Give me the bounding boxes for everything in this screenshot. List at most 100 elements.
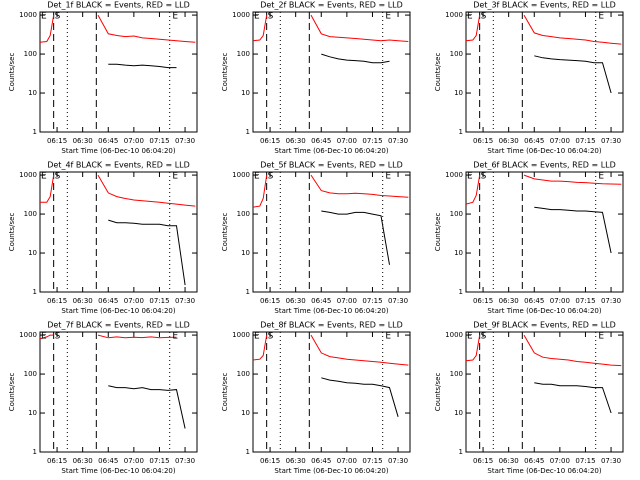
panel: Det_2f BLACK = Events, RED = LLD 1 10 100 10… — [221, 1, 411, 155]
x-tick-label: 06:45 — [98, 297, 118, 305]
y-tick-label: 100 — [450, 210, 463, 218]
x-tick-label: 07:00 — [124, 457, 144, 465]
series-line — [534, 206, 612, 254]
x-tick-label: 07:15 — [149, 137, 169, 145]
y-tick-label: 10 — [28, 89, 37, 97]
x-tick-label: 06:15 — [473, 457, 493, 465]
annotation: S — [268, 172, 274, 182]
annotation: E — [172, 172, 178, 182]
panel: Det_3f BLACK = Events, RED = LLD 1 10 100 10… — [434, 1, 624, 155]
x-axis-label: Start Time (06-Dec-10 06:04:20) — [487, 147, 601, 155]
annotation: E — [598, 172, 604, 182]
annotation: E — [385, 332, 391, 342]
x-tick-label: 06:45 — [524, 137, 544, 145]
y-tick-label: 100 — [24, 50, 37, 58]
y-axis-label: Counts/sec — [8, 53, 16, 92]
x-tick-label: 06:15 — [260, 137, 280, 145]
x-tick-label: 07:15 — [362, 137, 382, 145]
annotation: S — [55, 172, 61, 182]
annotation: E — [467, 332, 473, 342]
y-tick-label: 1 — [459, 128, 463, 136]
x-tick-label: 07:00 — [550, 457, 570, 465]
y-tick-label: 100 — [237, 210, 250, 218]
chart-title: Det_3f BLACK = Events, RED = LLD — [473, 1, 616, 10]
series-line — [465, 174, 622, 205]
plot-frame — [252, 11, 411, 133]
x-axis-label: Start Time (06-Dec-10 06:04:20) — [61, 307, 175, 315]
x-tick-label: 06:45 — [524, 297, 544, 305]
x-tick-label: 07:00 — [550, 137, 570, 145]
x-axis-label: Start Time (06-Dec-10 06:04:20) — [274, 147, 388, 155]
y-tick-label: 1000 — [445, 331, 463, 339]
x-tick-label: 07:30 — [601, 297, 621, 305]
y-tick-label: 100 — [24, 370, 37, 378]
series-line — [108, 219, 186, 286]
y-axis-label: Counts/sec — [8, 373, 16, 412]
y-tick-label: 100 — [237, 50, 250, 58]
y-tick-label: 1 — [246, 128, 250, 136]
panel: Det_9f BLACK = Events, RED = LLD 1 10 100 10… — [434, 321, 624, 475]
x-axis-label: Start Time (06-Dec-10 06:04:20) — [61, 467, 175, 475]
x-tick-label: 06:30 — [73, 297, 93, 305]
y-tick-label: 10 — [241, 249, 250, 257]
x-tick-label: 07:15 — [362, 457, 382, 465]
x-tick-label: 07:15 — [575, 137, 595, 145]
series-line — [39, 334, 177, 340]
chart-title: Det_2f BLACK = Events, RED = LLD — [260, 1, 403, 10]
x-tick-label: 07:30 — [388, 457, 408, 465]
x-tick-label: 07:30 — [388, 297, 408, 305]
x-tick-label: 06:15 — [260, 297, 280, 305]
x-tick-label: 06:30 — [286, 137, 306, 145]
y-axis-label: Counts/sec — [221, 53, 229, 92]
x-tick-label: 06:30 — [73, 137, 93, 145]
panel: Det_5f BLACK = Events, RED = LLD 1 10 100 10… — [221, 161, 411, 315]
plot-frame — [252, 331, 411, 453]
series-line — [108, 63, 177, 69]
y-tick-label: 1000 — [19, 11, 37, 19]
chart-title: Det_6f BLACK = Events, RED = LLD — [473, 161, 616, 170]
x-tick-label: 07:00 — [124, 137, 144, 145]
y-tick-label: 1000 — [232, 331, 250, 339]
series-line — [252, 174, 409, 208]
y-tick-label: 10 — [454, 409, 463, 417]
annotation: E — [598, 332, 604, 342]
x-tick-label: 06:45 — [311, 137, 331, 145]
y-tick-label: 1 — [33, 128, 37, 136]
y-tick-label: 10 — [454, 89, 463, 97]
annotation: S — [268, 332, 274, 342]
plot-frame — [39, 331, 198, 453]
y-tick-label: 10 — [28, 249, 37, 257]
y-tick-label: 1 — [459, 448, 463, 456]
plot-frame — [465, 11, 624, 133]
x-axis-label: Start Time (06-Dec-10 06:04:20) — [487, 307, 601, 315]
annotation: E — [254, 172, 260, 182]
y-tick-label: 1000 — [445, 171, 463, 179]
annotation: E — [172, 332, 178, 342]
annotation: S — [481, 12, 487, 22]
annotation: S — [268, 12, 274, 22]
x-tick-label: 07:30 — [175, 297, 195, 305]
x-tick-label: 06:15 — [47, 137, 67, 145]
series-line — [252, 14, 409, 42]
y-tick-label: 1000 — [19, 171, 37, 179]
panel: Det_6f BLACK = Events, RED = LLD 1 10 100 10… — [434, 161, 624, 315]
x-tick-label: 06:15 — [473, 297, 493, 305]
annotation: E — [385, 12, 391, 22]
y-tick-label: 10 — [454, 249, 463, 257]
y-tick-label: 10 — [241, 409, 250, 417]
x-tick-label: 07:00 — [337, 137, 357, 145]
x-tick-label: 07:15 — [149, 457, 169, 465]
x-tick-label: 07:15 — [362, 297, 382, 305]
plot-frame — [465, 331, 624, 453]
y-tick-label: 10 — [28, 409, 37, 417]
x-tick-label: 06:45 — [311, 297, 331, 305]
chart-title: Det_8f BLACK = Events, RED = LLD — [260, 321, 403, 330]
y-tick-label: 100 — [450, 370, 463, 378]
y-tick-label: 100 — [24, 210, 37, 218]
y-tick-label: 1000 — [232, 11, 250, 19]
x-tick-label: 07:30 — [175, 457, 195, 465]
chart-title: Det_1f BLACK = Events, RED = LLD — [47, 1, 190, 10]
annotation: E — [41, 12, 47, 22]
series-line — [321, 377, 399, 417]
